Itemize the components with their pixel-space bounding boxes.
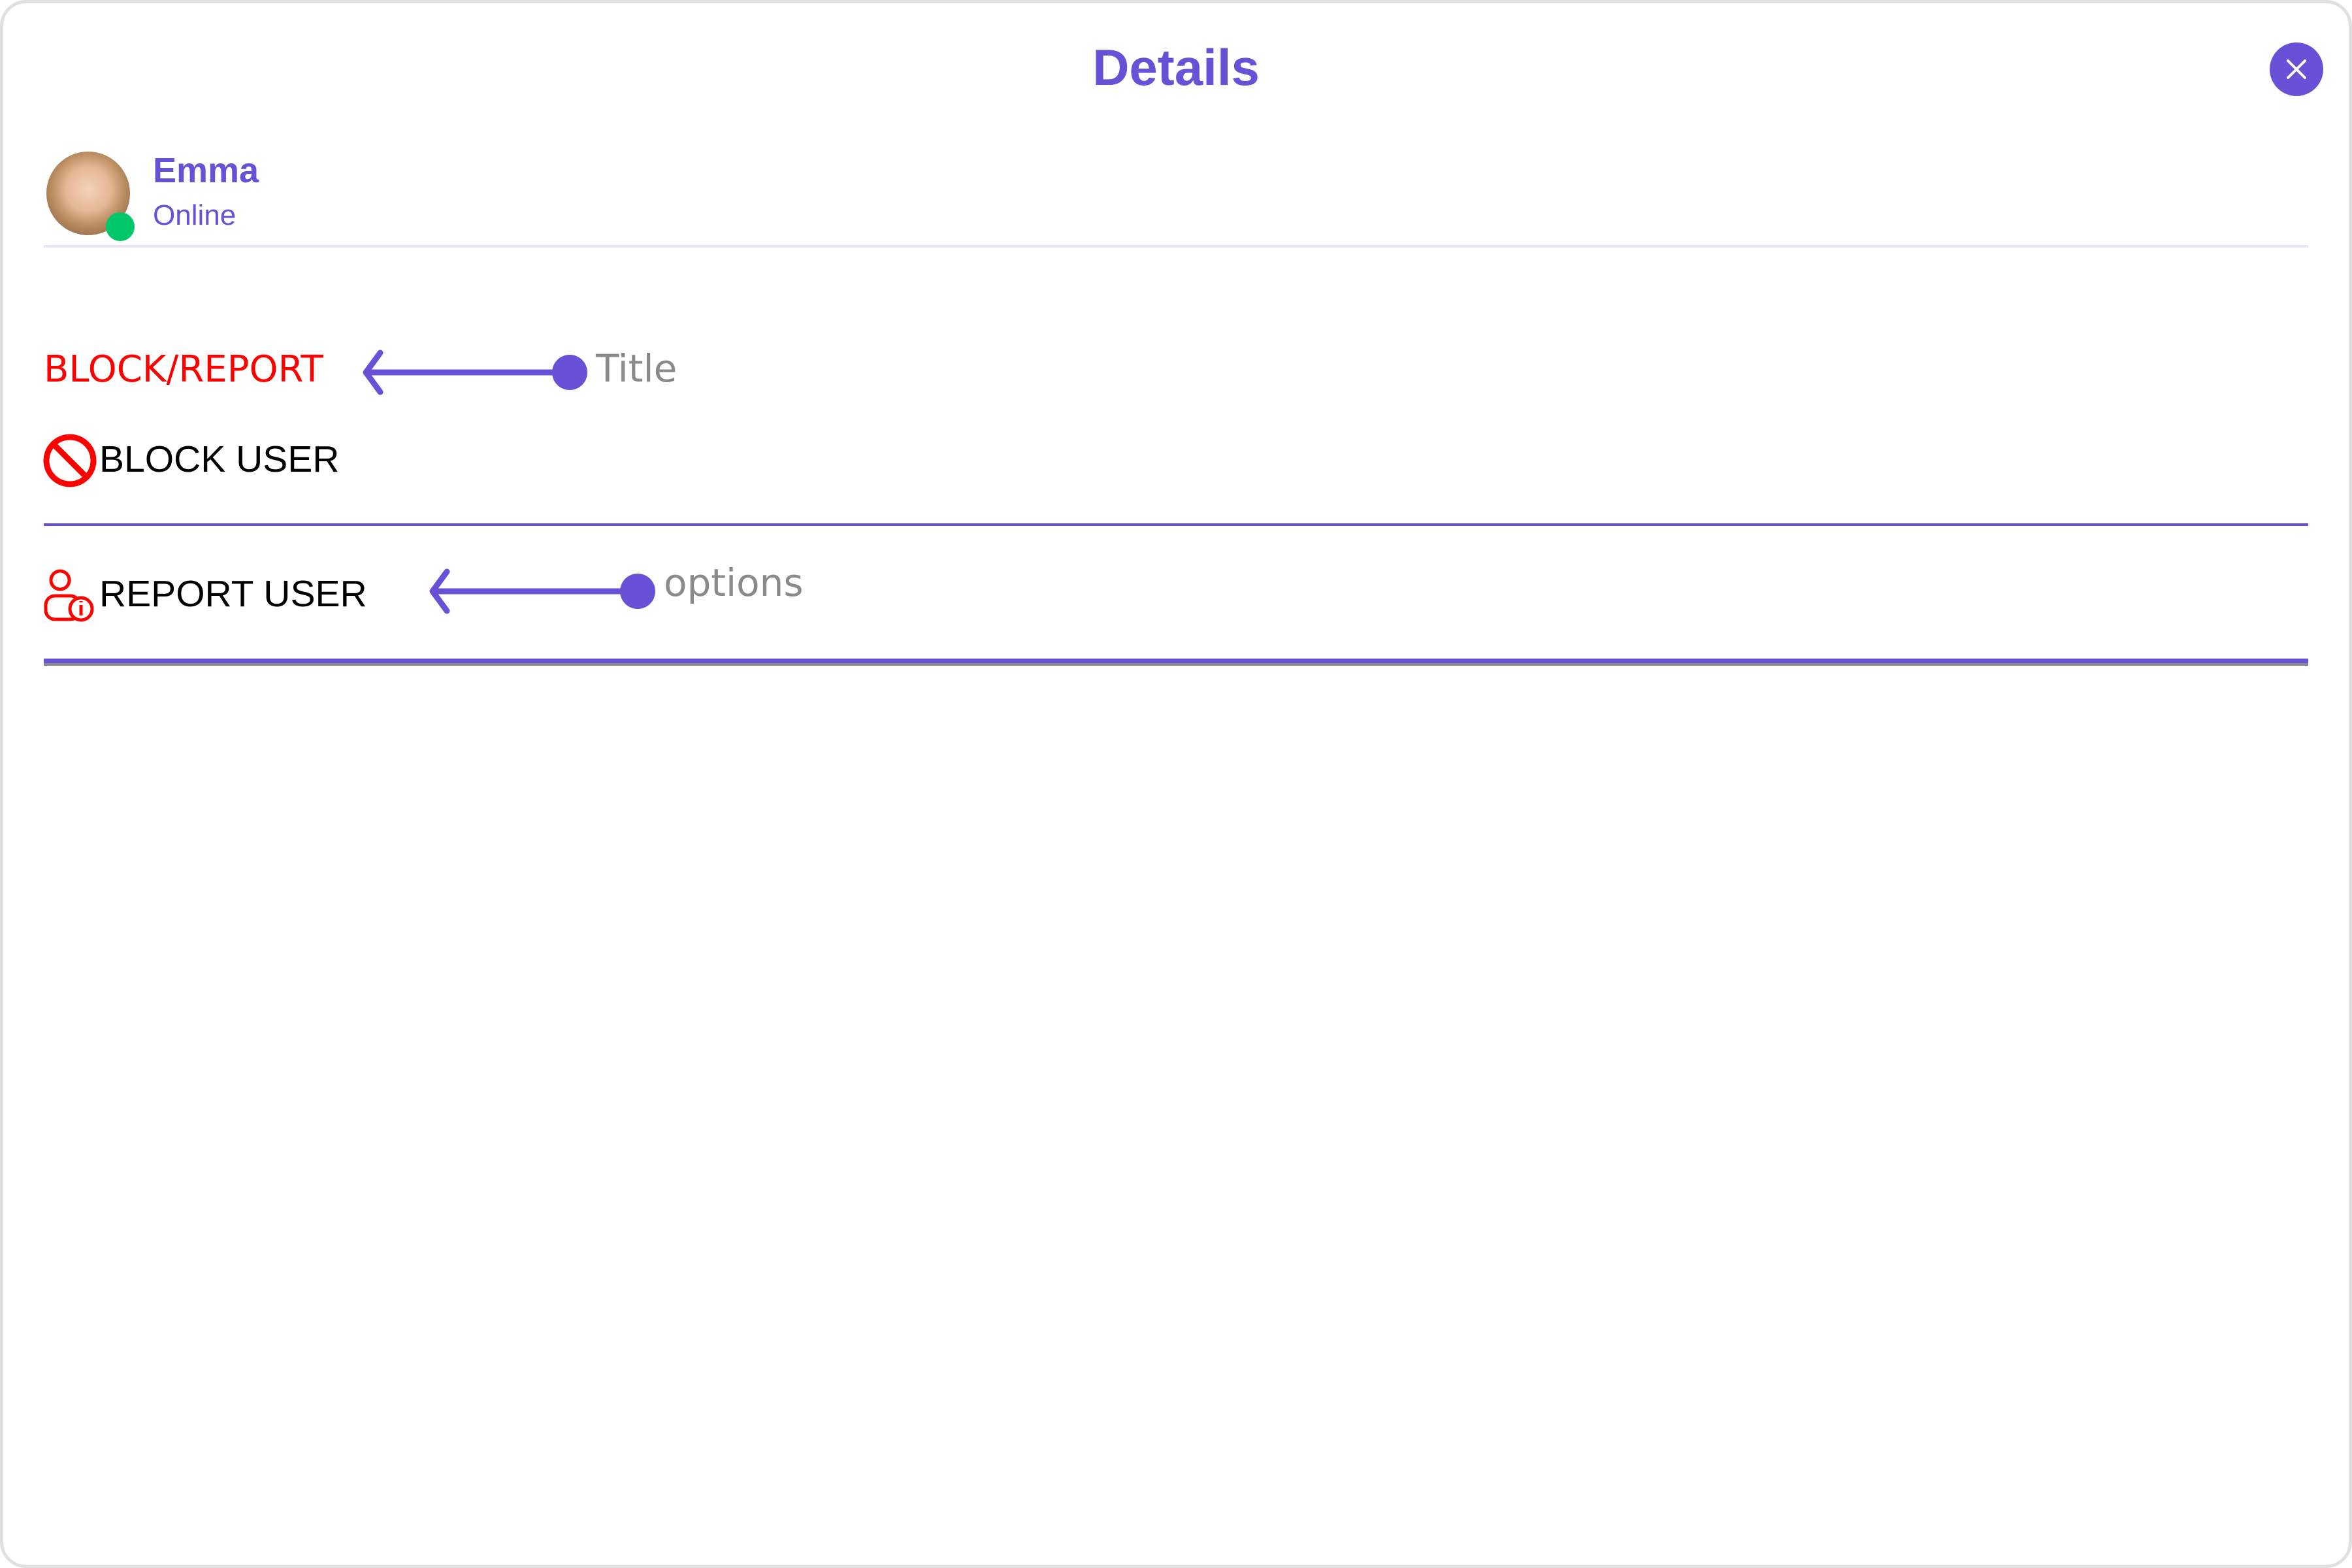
annotation-arrow-title [363, 350, 587, 395]
close-icon [2287, 59, 2306, 79]
divider [44, 245, 2308, 248]
page-title: Details [1092, 39, 1260, 96]
report-user-label: REPORT USER [99, 573, 367, 615]
user-status: Online [153, 199, 237, 231]
close-button[interactable] [2270, 42, 2323, 96]
annotation-options: options [664, 561, 804, 605]
report-user-icon [44, 569, 94, 622]
block-user-label: BLOCK USER [99, 438, 340, 480]
user-name: Emma [153, 151, 259, 190]
annotation-title: Title [596, 346, 678, 391]
section-title: BLOCK/REPORT [44, 348, 323, 391]
online-status-dot [106, 212, 135, 241]
divider [44, 523, 2308, 526]
block-user-option[interactable]: BLOCK USER [42, 431, 2309, 491]
block-icon [43, 434, 97, 487]
annotation-arrow-options [429, 568, 655, 614]
report-user-option[interactable]: REPORT USER [42, 563, 2309, 623]
divider [44, 659, 2308, 666]
